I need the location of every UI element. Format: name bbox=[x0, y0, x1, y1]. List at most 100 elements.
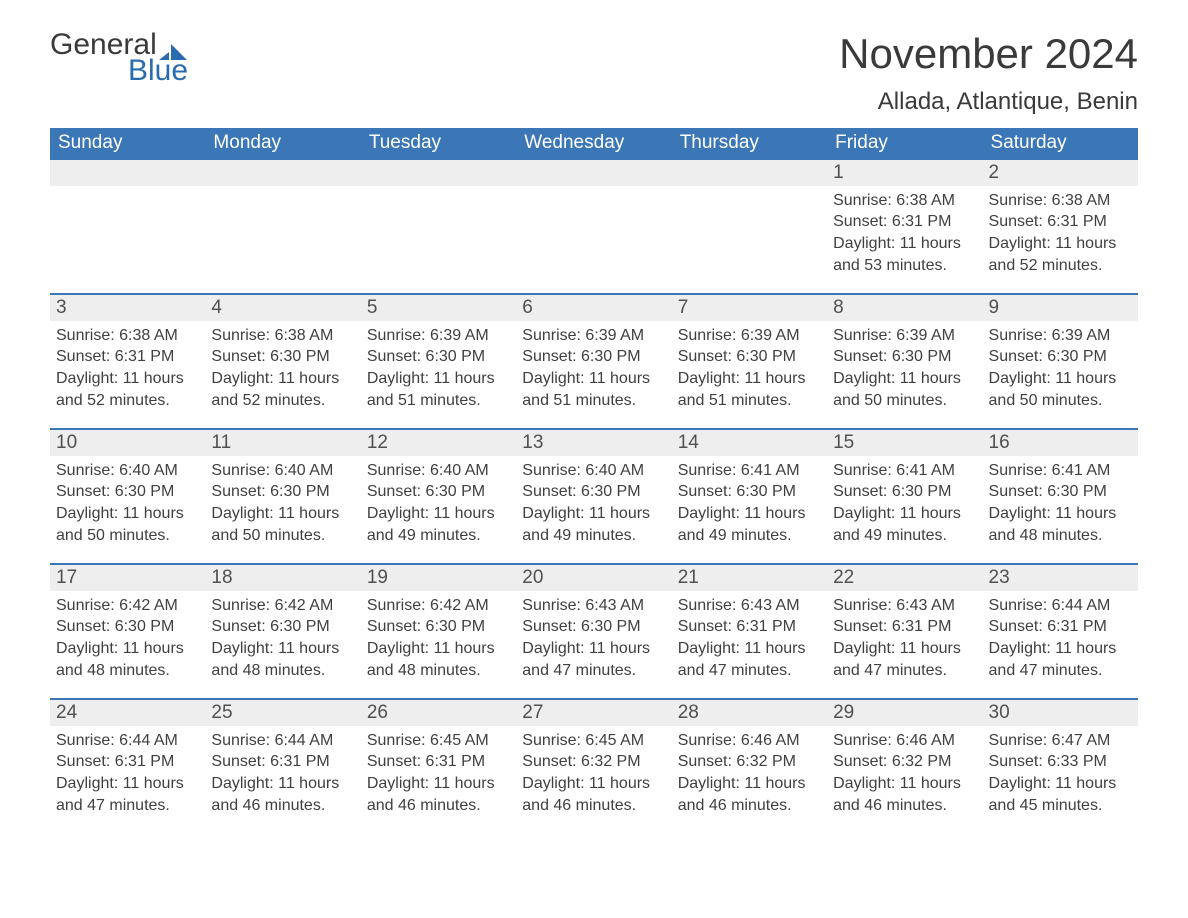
col-sunday: Sunday bbox=[50, 128, 205, 158]
day-body: Sunrise: 6:38 AMSunset: 6:31 PMDaylight:… bbox=[827, 186, 982, 278]
dl2-line: and 50 minutes. bbox=[211, 525, 354, 547]
day-number-bar: 13 bbox=[516, 428, 671, 456]
dl1-line: Daylight: 11 hours bbox=[56, 368, 199, 390]
day-body: Sunrise: 6:45 AMSunset: 6:32 PMDaylight:… bbox=[516, 726, 671, 818]
sunrise-line: Sunrise: 6:41 AM bbox=[678, 460, 821, 482]
day-number-bar: 4 bbox=[205, 293, 360, 321]
sunset-line: Sunset: 6:31 PM bbox=[833, 616, 976, 638]
day-number-bar: 22 bbox=[827, 563, 982, 591]
day-cell: 30Sunrise: 6:47 AMSunset: 6:33 PMDayligh… bbox=[983, 698, 1138, 833]
sunset-line: Sunset: 6:31 PM bbox=[989, 211, 1132, 233]
dl1-line: Daylight: 11 hours bbox=[211, 773, 354, 795]
day-body: Sunrise: 6:43 AMSunset: 6:31 PMDaylight:… bbox=[672, 591, 827, 683]
dl1-line: Daylight: 11 hours bbox=[56, 503, 199, 525]
day-body: Sunrise: 6:38 AMSunset: 6:31 PMDaylight:… bbox=[50, 321, 205, 413]
sunrise-line: Sunrise: 6:39 AM bbox=[522, 325, 665, 347]
day-number-bar: 2 bbox=[983, 158, 1138, 186]
sunset-line: Sunset: 6:30 PM bbox=[367, 616, 510, 638]
day-body: Sunrise: 6:46 AMSunset: 6:32 PMDaylight:… bbox=[672, 726, 827, 818]
dl2-line: and 51 minutes. bbox=[367, 390, 510, 412]
day-cell: 9Sunrise: 6:39 AMSunset: 6:30 PMDaylight… bbox=[983, 293, 1138, 428]
col-saturday: Saturday bbox=[983, 128, 1138, 158]
day-cell: 7Sunrise: 6:39 AMSunset: 6:30 PMDaylight… bbox=[672, 293, 827, 428]
sunrise-line: Sunrise: 6:42 AM bbox=[56, 595, 199, 617]
day-number-bar: 8 bbox=[827, 293, 982, 321]
dl2-line: and 46 minutes. bbox=[367, 795, 510, 817]
day-body: Sunrise: 6:45 AMSunset: 6:31 PMDaylight:… bbox=[361, 726, 516, 818]
dl1-line: Daylight: 11 hours bbox=[56, 773, 199, 795]
weekday-header-row: Sunday Monday Tuesday Wednesday Thursday… bbox=[50, 128, 1138, 158]
dl2-line: and 48 minutes. bbox=[989, 525, 1132, 547]
day-body: Sunrise: 6:39 AMSunset: 6:30 PMDaylight:… bbox=[827, 321, 982, 413]
sunset-line: Sunset: 6:30 PM bbox=[833, 346, 976, 368]
sunset-line: Sunset: 6:31 PM bbox=[367, 751, 510, 773]
week-row: 10Sunrise: 6:40 AMSunset: 6:30 PMDayligh… bbox=[50, 428, 1138, 563]
col-thursday: Thursday bbox=[672, 128, 827, 158]
sunset-line: Sunset: 6:30 PM bbox=[989, 346, 1132, 368]
sunset-line: Sunset: 6:32 PM bbox=[833, 751, 976, 773]
sunrise-line: Sunrise: 6:42 AM bbox=[367, 595, 510, 617]
day-number-bar: . bbox=[50, 158, 205, 186]
dl1-line: Daylight: 11 hours bbox=[678, 773, 821, 795]
dl2-line: and 50 minutes. bbox=[56, 525, 199, 547]
dl2-line: and 46 minutes. bbox=[211, 795, 354, 817]
day-cell: 15Sunrise: 6:41 AMSunset: 6:30 PMDayligh… bbox=[827, 428, 982, 563]
day-body: Sunrise: 6:44 AMSunset: 6:31 PMDaylight:… bbox=[205, 726, 360, 818]
sunrise-line: Sunrise: 6:38 AM bbox=[989, 190, 1132, 212]
sunrise-line: Sunrise: 6:39 AM bbox=[989, 325, 1132, 347]
logo-flag-icon bbox=[159, 36, 187, 56]
day-body: Sunrise: 6:46 AMSunset: 6:32 PMDaylight:… bbox=[827, 726, 982, 818]
sunrise-line: Sunrise: 6:44 AM bbox=[56, 730, 199, 752]
day-number-bar: 18 bbox=[205, 563, 360, 591]
dl2-line: and 51 minutes. bbox=[522, 390, 665, 412]
sunset-line: Sunset: 6:30 PM bbox=[989, 481, 1132, 503]
day-body: Sunrise: 6:42 AMSunset: 6:30 PMDaylight:… bbox=[361, 591, 516, 683]
dl2-line: and 47 minutes. bbox=[678, 660, 821, 682]
dl2-line: and 47 minutes. bbox=[989, 660, 1132, 682]
location: Allada, Atlantique, Benin bbox=[839, 88, 1138, 116]
day-body: Sunrise: 6:44 AMSunset: 6:31 PMDaylight:… bbox=[50, 726, 205, 818]
dl1-line: Daylight: 11 hours bbox=[367, 368, 510, 390]
dl1-line: Daylight: 11 hours bbox=[211, 368, 354, 390]
day-number-bar: 1 bbox=[827, 158, 982, 186]
day-cell: . bbox=[516, 158, 671, 293]
dl2-line: and 48 minutes. bbox=[211, 660, 354, 682]
day-cell: 13Sunrise: 6:40 AMSunset: 6:30 PMDayligh… bbox=[516, 428, 671, 563]
day-cell: 20Sunrise: 6:43 AMSunset: 6:30 PMDayligh… bbox=[516, 563, 671, 698]
day-cell: 28Sunrise: 6:46 AMSunset: 6:32 PMDayligh… bbox=[672, 698, 827, 833]
sunrise-line: Sunrise: 6:45 AM bbox=[367, 730, 510, 752]
day-body: Sunrise: 6:40 AMSunset: 6:30 PMDaylight:… bbox=[50, 456, 205, 548]
day-body: Sunrise: 6:40 AMSunset: 6:30 PMDaylight:… bbox=[361, 456, 516, 548]
top-bar: General Blue November 2024 Allada, Atlan… bbox=[50, 30, 1138, 116]
day-body: Sunrise: 6:43 AMSunset: 6:31 PMDaylight:… bbox=[827, 591, 982, 683]
day-body: Sunrise: 6:42 AMSunset: 6:30 PMDaylight:… bbox=[50, 591, 205, 683]
sunset-line: Sunset: 6:32 PM bbox=[678, 751, 821, 773]
day-number-bar: 17 bbox=[50, 563, 205, 591]
day-cell: 19Sunrise: 6:42 AMSunset: 6:30 PMDayligh… bbox=[361, 563, 516, 698]
dl1-line: Daylight: 11 hours bbox=[833, 638, 976, 660]
day-number-bar: 16 bbox=[983, 428, 1138, 456]
sunrise-line: Sunrise: 6:44 AM bbox=[211, 730, 354, 752]
sunrise-line: Sunrise: 6:39 AM bbox=[367, 325, 510, 347]
day-cell: 8Sunrise: 6:39 AMSunset: 6:30 PMDaylight… bbox=[827, 293, 982, 428]
day-cell: 27Sunrise: 6:45 AMSunset: 6:32 PMDayligh… bbox=[516, 698, 671, 833]
dl1-line: Daylight: 11 hours bbox=[833, 368, 976, 390]
day-cell: 24Sunrise: 6:44 AMSunset: 6:31 PMDayligh… bbox=[50, 698, 205, 833]
dl1-line: Daylight: 11 hours bbox=[678, 638, 821, 660]
dl1-line: Daylight: 11 hours bbox=[56, 638, 199, 660]
day-cell: 22Sunrise: 6:43 AMSunset: 6:31 PMDayligh… bbox=[827, 563, 982, 698]
day-number-bar: 15 bbox=[827, 428, 982, 456]
week-row: 3Sunrise: 6:38 AMSunset: 6:31 PMDaylight… bbox=[50, 293, 1138, 428]
month-title: November 2024 bbox=[839, 30, 1138, 78]
sunrise-line: Sunrise: 6:42 AM bbox=[211, 595, 354, 617]
day-number-bar: 28 bbox=[672, 698, 827, 726]
sunset-line: Sunset: 6:30 PM bbox=[522, 346, 665, 368]
week-row: 17Sunrise: 6:42 AMSunset: 6:30 PMDayligh… bbox=[50, 563, 1138, 698]
dl2-line: and 51 minutes. bbox=[678, 390, 821, 412]
sunset-line: Sunset: 6:30 PM bbox=[367, 481, 510, 503]
dl2-line: and 48 minutes. bbox=[56, 660, 199, 682]
col-friday: Friday bbox=[827, 128, 982, 158]
day-number-bar: . bbox=[205, 158, 360, 186]
day-cell: 5Sunrise: 6:39 AMSunset: 6:30 PMDaylight… bbox=[361, 293, 516, 428]
day-cell: 14Sunrise: 6:41 AMSunset: 6:30 PMDayligh… bbox=[672, 428, 827, 563]
